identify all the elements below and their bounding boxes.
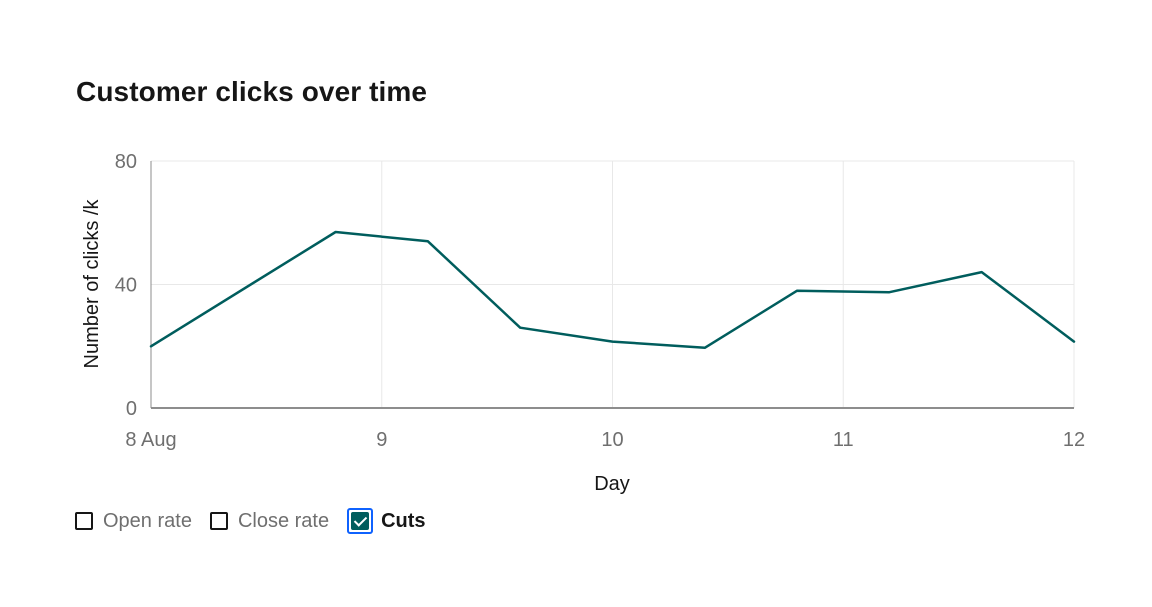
open-rate-checkbox[interactable] <box>75 512 93 530</box>
cuts-checkbox-focus-ring <box>347 508 374 534</box>
y-tick-label-2: 80 <box>115 151 137 173</box>
legend-label-cuts: Cuts <box>381 509 426 532</box>
close-rate-checkbox[interactable] <box>209 512 228 530</box>
x-tick-label-3: 11 <box>833 429 854 451</box>
legend-item-cuts[interactable]: Cuts <box>347 508 426 534</box>
x-tick-label-0: 8 Aug <box>125 429 176 451</box>
chart-title: Customer clicks over time <box>76 76 428 107</box>
y-tick-label-1: 40 <box>115 275 137 297</box>
series-line-cuts[interactable] <box>149 230 1076 350</box>
x-tick-label-2: 10 <box>601 429 623 451</box>
legend-item-open-rate[interactable]: Open rate <box>75 510 192 533</box>
legend-label-open-rate: Open rate <box>103 509 192 532</box>
label-layer: 0 40 80 8 Aug 9 10 11 12 <box>115 151 1085 451</box>
x-tick-label-1: 9 <box>376 429 387 451</box>
legend-item-close-rate[interactable]: Close rate <box>209 509 330 533</box>
y-tick-label-0: 0 <box>126 398 137 420</box>
legend-label-close-rate: Close rate <box>237 509 330 532</box>
x-tick-label-4: 12 <box>1063 429 1085 451</box>
y-axis-title: Number of clicks /k <box>81 199 103 369</box>
legend: Open rate Close rate Cuts <box>75 508 444 534</box>
series-layer <box>149 230 1076 350</box>
axis-layer <box>150 161 1074 409</box>
grid-layer <box>151 160 1075 408</box>
check-icon <box>353 513 368 527</box>
x-axis-title: Day <box>594 473 630 495</box>
cuts-checkbox[interactable] <box>351 512 370 530</box>
